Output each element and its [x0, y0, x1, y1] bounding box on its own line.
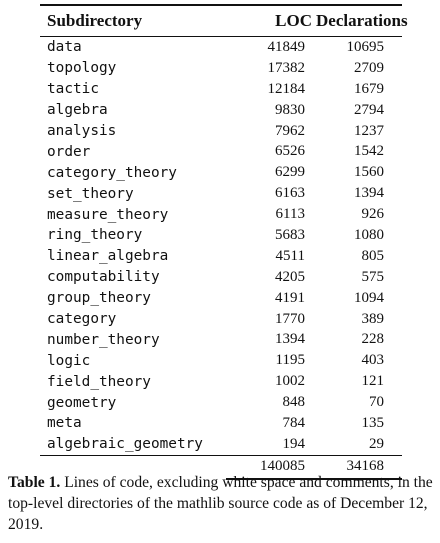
loc-cell: 1002 [275, 373, 305, 390]
declarations-cell: 70 [369, 394, 384, 411]
loc-cell: 6163 [275, 185, 305, 202]
declarations-cell: 2709 [354, 59, 384, 76]
table-row: logic 1195 403 [40, 350, 402, 371]
loc-cell: 1394 [275, 331, 305, 348]
table-row: measure_theory 6113 926 [40, 204, 402, 225]
loc-cell: 4511 [275, 247, 305, 264]
loc-cell: 41849 [267, 38, 306, 55]
loc-cell: 6526 [275, 143, 305, 160]
loc-cell: 6113 [275, 206, 305, 223]
subdirectory-cell: algebra [47, 102, 108, 119]
subdirectory-cell: category_theory [47, 164, 177, 181]
declarations-cell: 1679 [354, 80, 384, 97]
total-loc: 140085 [226, 455, 316, 480]
totals-row: 140085 34168 [40, 455, 402, 480]
declarations-cell: 2794 [354, 101, 384, 118]
table-row: group_theory 4191 1094 [40, 288, 402, 309]
table-row: data 41849 10695 [40, 37, 402, 58]
declarations-cell: 403 [361, 352, 385, 369]
table-row: topology 17382 2709 [40, 58, 402, 79]
table-row: geometry 848 70 [40, 392, 402, 413]
table-row: order 6526 1542 [40, 141, 402, 162]
subdirectory-cell: group_theory [47, 290, 151, 307]
subdirectory-cell: number_theory [47, 331, 160, 348]
declarations-cell: 1560 [354, 164, 384, 181]
table-row: number_theory 1394 228 [40, 329, 402, 350]
caption-label: Table 1. [8, 474, 61, 491]
table-row: category 1770 389 [40, 309, 402, 330]
header-row: Subdirectory LOC Declarations [40, 4, 408, 37]
table-row: linear_algebra 4511 805 [40, 246, 402, 267]
loc-cell: 848 [282, 394, 306, 411]
subdirectory-cell: geometry [47, 394, 117, 411]
table-row: field_theory 1002 121 [40, 371, 402, 392]
declarations-cell: 926 [361, 206, 385, 223]
subdirectory-cell: order [47, 143, 91, 160]
mathlib-loc-table: Subdirectory LOC Declarations data 41849 1… [40, 4, 408, 480]
subdirectory-cell: category [47, 311, 117, 328]
loc-cell: 5683 [275, 226, 305, 243]
declarations-cell: 805 [361, 247, 385, 264]
table-body: data 41849 10695 topology 17382 2709 tactic 121… [40, 37, 402, 456]
declarations-cell: 1237 [354, 122, 384, 139]
loc-cell: 784 [282, 414, 306, 431]
subdirectory-cell: logic [47, 352, 91, 369]
table-header: Subdirectory LOC Declarations [40, 4, 408, 37]
table-row: algebra 9830 2794 [40, 100, 402, 121]
subdirectory-cell: meta [47, 415, 82, 432]
declarations-cell: 1080 [354, 226, 384, 243]
loc-cell: 1770 [275, 310, 305, 327]
loc-cell: 4191 [275, 289, 305, 306]
subdirectory-cell: analysis [47, 123, 117, 139]
table-row: analysis 7962 1237 [40, 121, 402, 142]
declarations-cell: 575 [361, 268, 385, 285]
declarations-cell: 389 [361, 310, 385, 327]
header-loc: LOC [226, 4, 316, 37]
caption-text: Lines of code, excluding white space and… [8, 474, 433, 533]
table-row: computability 4205 575 [40, 267, 402, 288]
table-caption: Table 1. Lines of code, excluding white … [8, 472, 434, 535]
declarations-cell: 1542 [354, 143, 384, 160]
loc-cell: 6299 [275, 164, 305, 181]
table-row: meta 784 135 [40, 413, 402, 434]
header-subdirectory: Subdirectory [40, 4, 226, 37]
loc-cell: 9830 [275, 101, 305, 118]
total-declarations: 34168 [316, 455, 402, 480]
subdirectory-cell: set_theory [47, 185, 134, 202]
table-row: set_theory 6163 1394 [40, 183, 402, 204]
subdirectory-cell: topology [47, 60, 117, 77]
subdirectory-cell: algebraic_geometry [40, 433, 226, 456]
header-declarations: Declarations [316, 4, 408, 37]
table-row: algebraic_geometry 194 29 [40, 433, 402, 456]
declarations-cell: 1394 [354, 185, 384, 202]
loc-cell: 7962 [275, 122, 305, 139]
loc-cell: 17382 [267, 59, 306, 76]
table-row: ring_theory 5683 1080 [40, 225, 402, 246]
table-row: tactic 12184 1679 [40, 79, 402, 100]
loc-cell: 1195 [275, 352, 305, 369]
loc-cell: 4205 [275, 268, 305, 285]
declarations-cell: 135 [361, 414, 385, 431]
subdirectory-cell: tactic [47, 81, 99, 98]
declarations-cell: 29 [316, 433, 402, 456]
declarations-cell: 121 [361, 373, 385, 390]
declarations-cell: 1094 [354, 289, 384, 306]
subdirectory-cell: field_theory [47, 373, 151, 390]
subdirectory-cell: ring_theory [47, 227, 143, 244]
declarations-cell: 228 [361, 331, 385, 348]
subdirectory-cell: computability [47, 269, 160, 286]
mathlib-loc-table-container: Subdirectory LOC Declarations data 41849 1… [40, 4, 408, 480]
loc-cell: 12184 [267, 80, 306, 97]
declarations-cell: 10695 [346, 38, 385, 55]
subdirectory-cell: measure_theory [47, 206, 169, 223]
subdirectory-cell: data [47, 39, 82, 56]
table-row: category_theory 6299 1560 [40, 162, 402, 183]
loc-cell: 194 [226, 433, 316, 456]
subdirectory-cell: linear_algebra [47, 248, 169, 265]
table-footer: 140085 34168 [40, 455, 402, 480]
